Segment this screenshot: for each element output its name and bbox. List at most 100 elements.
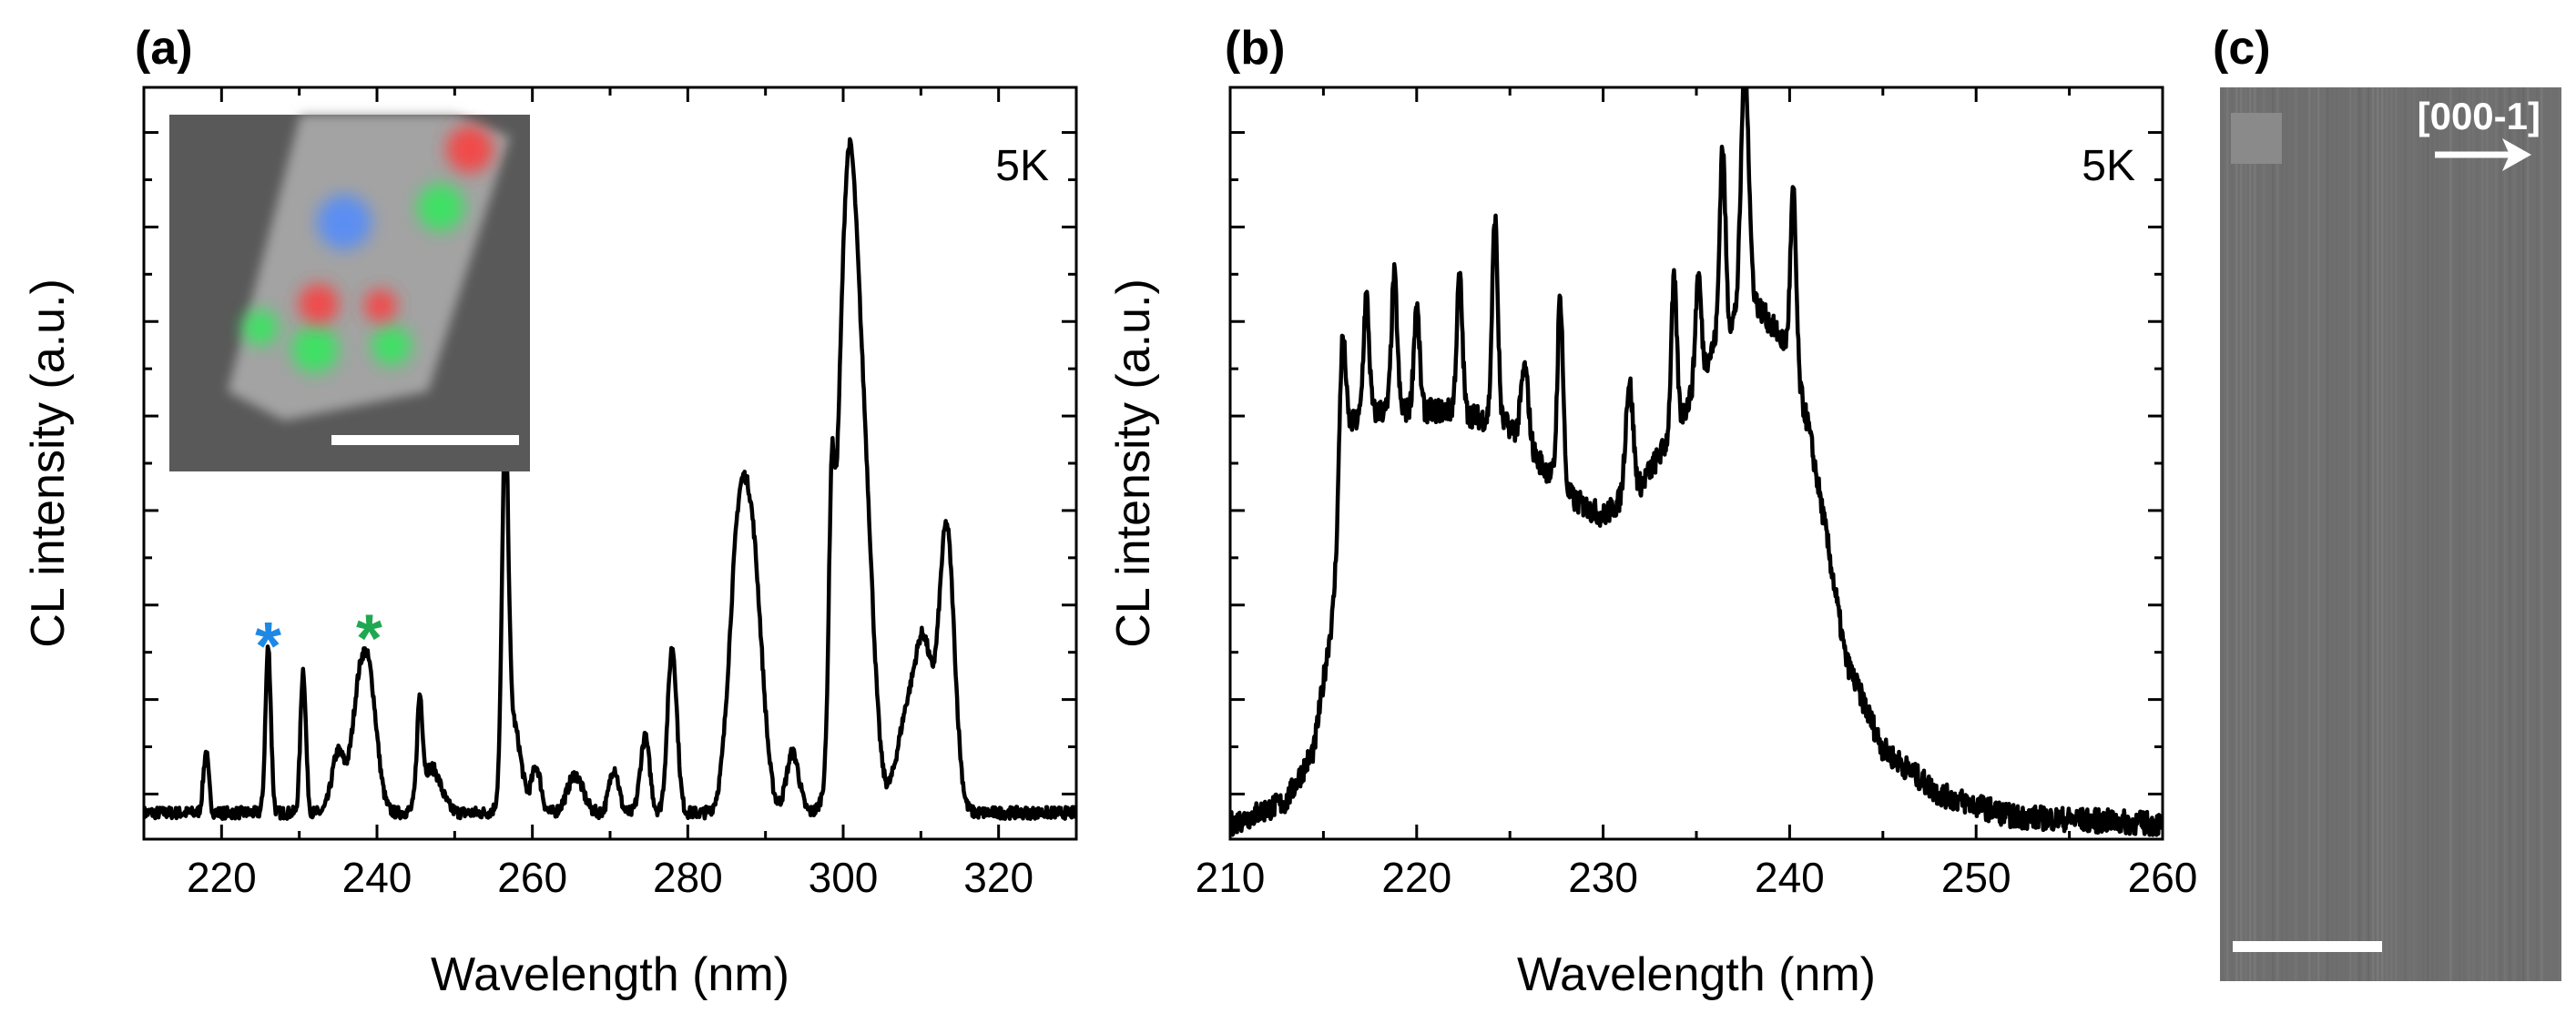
lattice-stripe	[2263, 87, 2265, 981]
lattice-stripe	[2272, 87, 2275, 981]
panel-a-tick-labels: 220 240 260 280 300 320	[187, 854, 1033, 901]
peak-marker-star-2: *	[356, 601, 382, 676]
lattice-stripe	[2513, 87, 2516, 981]
inset-spot	[446, 126, 494, 173]
lattice-stripe	[2390, 87, 2393, 981]
lattice-stripe	[2422, 87, 2425, 981]
lattice-stripe	[2363, 87, 2366, 981]
lattice-stripe	[2340, 87, 2343, 981]
lattice-stripe	[2436, 87, 2439, 981]
x-tick-label: 260	[497, 854, 567, 901]
lattice-stripe	[2404, 87, 2407, 981]
lattice-stripe	[2377, 87, 2379, 981]
panel-b-x-axis-title: Wavelength (nm)	[1517, 948, 1876, 1001]
lattice-stripe	[2276, 87, 2279, 981]
x-tick-label: 240	[342, 854, 412, 901]
lattice-stripe	[2358, 87, 2361, 981]
panel-a-temperature: 5K	[995, 142, 1049, 190]
panel-b-plot-frame	[1228, 86, 2164, 841]
lattice-stripe	[2486, 87, 2489, 981]
lattice-stripe	[2240, 87, 2243, 981]
lattice-stripe	[2431, 87, 2434, 981]
inset-spot	[417, 184, 464, 231]
lattice-stripe	[2490, 87, 2493, 981]
panel-b-spectrum-line	[1230, 87, 2163, 837]
x-tick-label: 280	[653, 854, 723, 901]
lattice-stripe	[2545, 87, 2548, 981]
lattice-stripe	[2454, 87, 2457, 981]
inset-spot	[299, 284, 339, 324]
panel-a-y-axis-title: CL intensity (a.u.)	[22, 279, 75, 648]
lattice-stripe	[2468, 87, 2470, 981]
lattice-stripe	[2235, 87, 2238, 981]
lattice-stripe	[2395, 87, 2398, 981]
lattice-stripe	[2449, 87, 2452, 981]
lattice-stripe	[2286, 87, 2288, 981]
lattice-stripe	[2440, 87, 2443, 981]
micrograph-stacking-faults	[2245, 164, 2524, 919]
lattice-stripe	[2477, 87, 2479, 981]
lattice-stripe	[2245, 87, 2247, 981]
x-tick-label: 220	[187, 854, 257, 901]
lattice-stripe	[2536, 87, 2539, 981]
panel-b-ticks	[1228, 87, 2164, 839]
direction-label: [000-1]	[2418, 95, 2540, 137]
lattice-stripe	[2322, 87, 2325, 981]
lattice-stripe	[2281, 87, 2284, 981]
lattice-stripe	[2304, 87, 2306, 981]
lattice-stripe	[2459, 87, 2461, 981]
panel-a-spectrum-line	[144, 137, 1076, 821]
panel-c-label: (c)	[2213, 22, 2271, 75]
lattice-stripe	[2408, 87, 2411, 981]
lattice-stripe	[2354, 87, 2357, 981]
inset-spot	[372, 326, 412, 366]
panel-a-spectrum: (a) 220 240 260 280 300 320 5K Wavelength (nm…	[22, 22, 1078, 1001]
peak-marker-star-1: *	[255, 608, 281, 684]
lattice-stripe	[2522, 87, 2525, 981]
lattice-stripe	[2331, 87, 2334, 981]
lattice-stripe	[2540, 87, 2543, 981]
lattice-stripe	[2559, 87, 2561, 981]
lattice-stripe	[2372, 87, 2375, 981]
lattice-stripe	[2258, 87, 2261, 981]
lattice-stripe	[2554, 87, 2557, 981]
inset-emission-spots	[242, 126, 494, 373]
lattice-stripe	[2500, 87, 2502, 981]
panel-a-x-axis-title: Wavelength (nm)	[431, 948, 789, 1001]
lattice-stripe	[2527, 87, 2530, 981]
x-tick-label: 240	[1755, 854, 1825, 901]
panel-b-tick-labels: 210 220 230 240 250 260	[1196, 854, 2198, 901]
lattice-stripe	[2313, 87, 2316, 981]
micrograph-scale-bar	[2233, 941, 2382, 952]
x-tick-label: 320	[963, 854, 1033, 901]
x-tick-label: 220	[1381, 854, 1451, 901]
x-tick-label: 210	[1196, 854, 1266, 901]
lattice-stripe	[2299, 87, 2302, 981]
lattice-stripe	[2472, 87, 2475, 981]
panel-a-inset-cl-map	[169, 115, 530, 471]
panel-a-label: (a)	[135, 22, 193, 75]
lattice-stripe	[2336, 87, 2338, 981]
lattice-stripe	[2226, 87, 2229, 981]
lattice-stripe	[2445, 87, 2448, 981]
lattice-stripe	[2531, 87, 2534, 981]
lattice-stripe	[2345, 87, 2347, 981]
x-tick-label: 250	[1941, 854, 2011, 901]
panel-b-label: (b)	[1225, 22, 1285, 75]
lattice-stripe	[2290, 87, 2293, 981]
x-tick-label: 230	[1568, 854, 1638, 901]
x-tick-label: 260	[2128, 854, 2198, 901]
lattice-stripe	[2413, 87, 2416, 981]
lattice-stripe	[2504, 87, 2507, 981]
lattice-stripe	[2381, 87, 2384, 981]
panel-a-ticks	[142, 87, 1078, 839]
panel-b-spectrum: (b) 210 220 230 240 250 260 5K Wavelength (nm…	[1107, 22, 2197, 1001]
lattice-stripe	[2327, 87, 2329, 981]
lattice-stripe	[2495, 87, 2498, 981]
direction-arrow-icon	[2435, 138, 2531, 171]
lattice-stripe	[2463, 87, 2466, 981]
lattice-stripe	[2418, 87, 2420, 981]
lattice-stripe	[2249, 87, 2252, 981]
panel-b-temperature: 5K	[2082, 142, 2135, 190]
lattice-stripe	[2317, 87, 2320, 981]
